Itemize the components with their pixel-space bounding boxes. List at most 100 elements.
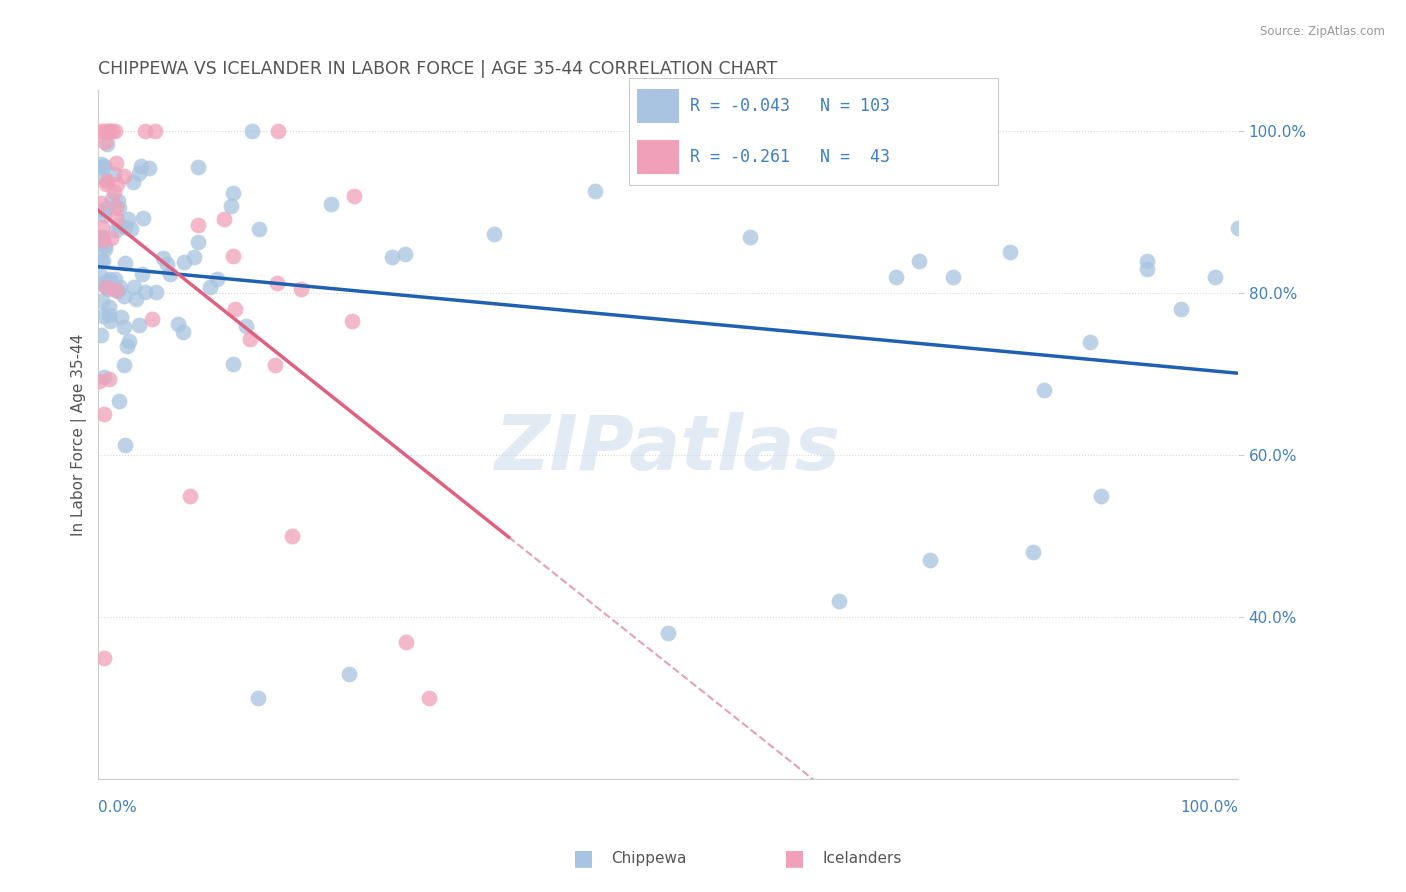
Point — [90, 328, 112, 343]
Point — [107, 194, 129, 209]
Text: 100.0%: 100.0% — [1180, 799, 1239, 814]
Point — [94, 242, 117, 256]
Point — [183, 250, 205, 264]
Point — [132, 211, 155, 225]
Text: ZIPatlas: ZIPatlas — [495, 411, 841, 485]
Point — [112, 289, 135, 303]
Point — [107, 284, 129, 298]
Point — [93, 407, 115, 421]
Point — [942, 269, 965, 284]
Point — [1090, 489, 1112, 503]
Point — [343, 188, 366, 202]
Point — [128, 166, 150, 180]
Point — [91, 233, 114, 247]
Point — [103, 167, 125, 181]
Point — [110, 310, 132, 324]
Point — [219, 199, 242, 213]
Point — [122, 280, 145, 294]
Point — [212, 212, 235, 227]
Point — [97, 282, 120, 296]
Point — [101, 281, 124, 295]
Point — [91, 309, 114, 323]
Point — [93, 276, 115, 290]
Point — [920, 553, 942, 567]
Point — [319, 197, 342, 211]
Point — [112, 169, 135, 184]
Point — [94, 135, 117, 149]
Point — [108, 202, 131, 216]
Point — [1136, 261, 1159, 276]
Point — [1136, 253, 1159, 268]
Point — [247, 221, 270, 235]
Point — [114, 220, 136, 235]
Point — [290, 282, 312, 296]
Point — [91, 202, 114, 217]
Point — [93, 239, 115, 253]
Point — [418, 691, 440, 706]
Point — [94, 278, 117, 293]
Point — [340, 313, 363, 327]
Point — [94, 172, 117, 186]
Point — [115, 339, 138, 353]
Point — [104, 284, 127, 298]
Point — [152, 251, 174, 265]
Point — [1078, 334, 1101, 349]
Point — [90, 124, 112, 138]
Point — [242, 124, 264, 138]
Point — [104, 124, 127, 138]
Point — [1000, 245, 1022, 260]
Point — [90, 253, 112, 268]
Point — [246, 691, 269, 706]
Point — [657, 626, 679, 640]
Point — [187, 235, 209, 250]
Point — [167, 317, 190, 331]
Point — [93, 159, 115, 173]
Point — [104, 223, 127, 237]
Point — [207, 271, 229, 285]
Point — [179, 489, 201, 503]
Text: Icelanders: Icelanders — [823, 851, 901, 865]
Point — [1022, 545, 1045, 559]
Point — [97, 124, 120, 138]
Point — [96, 280, 118, 294]
Point — [100, 274, 122, 288]
Point — [266, 277, 288, 291]
Point — [740, 230, 762, 244]
Point — [90, 268, 112, 283]
Point — [337, 667, 360, 681]
Point — [107, 219, 129, 233]
Point — [120, 222, 142, 236]
Point — [93, 369, 115, 384]
Point — [1033, 383, 1056, 397]
Point — [104, 211, 127, 226]
Point — [112, 358, 135, 372]
Point — [97, 272, 120, 286]
Point — [159, 267, 181, 281]
Point — [122, 175, 145, 189]
Point — [145, 285, 167, 300]
Point — [96, 136, 118, 151]
Point — [200, 279, 222, 293]
Point — [97, 275, 120, 289]
Point — [91, 293, 114, 308]
Point — [141, 312, 163, 326]
Point — [131, 267, 153, 281]
Point — [143, 124, 166, 138]
Point — [94, 124, 117, 138]
Point — [98, 314, 121, 328]
Point — [97, 124, 120, 138]
Point — [108, 394, 131, 409]
Point — [100, 230, 122, 244]
Text: CHIPPEWA VS ICELANDER IN LABOR FORCE | AGE 35-44 CORRELATION CHART: CHIPPEWA VS ICELANDER IN LABOR FORCE | A… — [98, 60, 778, 78]
Point — [224, 302, 246, 317]
Point — [173, 255, 195, 269]
Point — [1227, 221, 1250, 235]
Point — [222, 357, 245, 371]
Text: Source: ZipAtlas.com: Source: ZipAtlas.com — [1260, 25, 1385, 38]
Point — [394, 247, 416, 261]
Point — [112, 319, 135, 334]
FancyBboxPatch shape — [637, 140, 679, 174]
Point — [583, 185, 606, 199]
Point — [104, 201, 127, 215]
Point — [235, 319, 257, 334]
